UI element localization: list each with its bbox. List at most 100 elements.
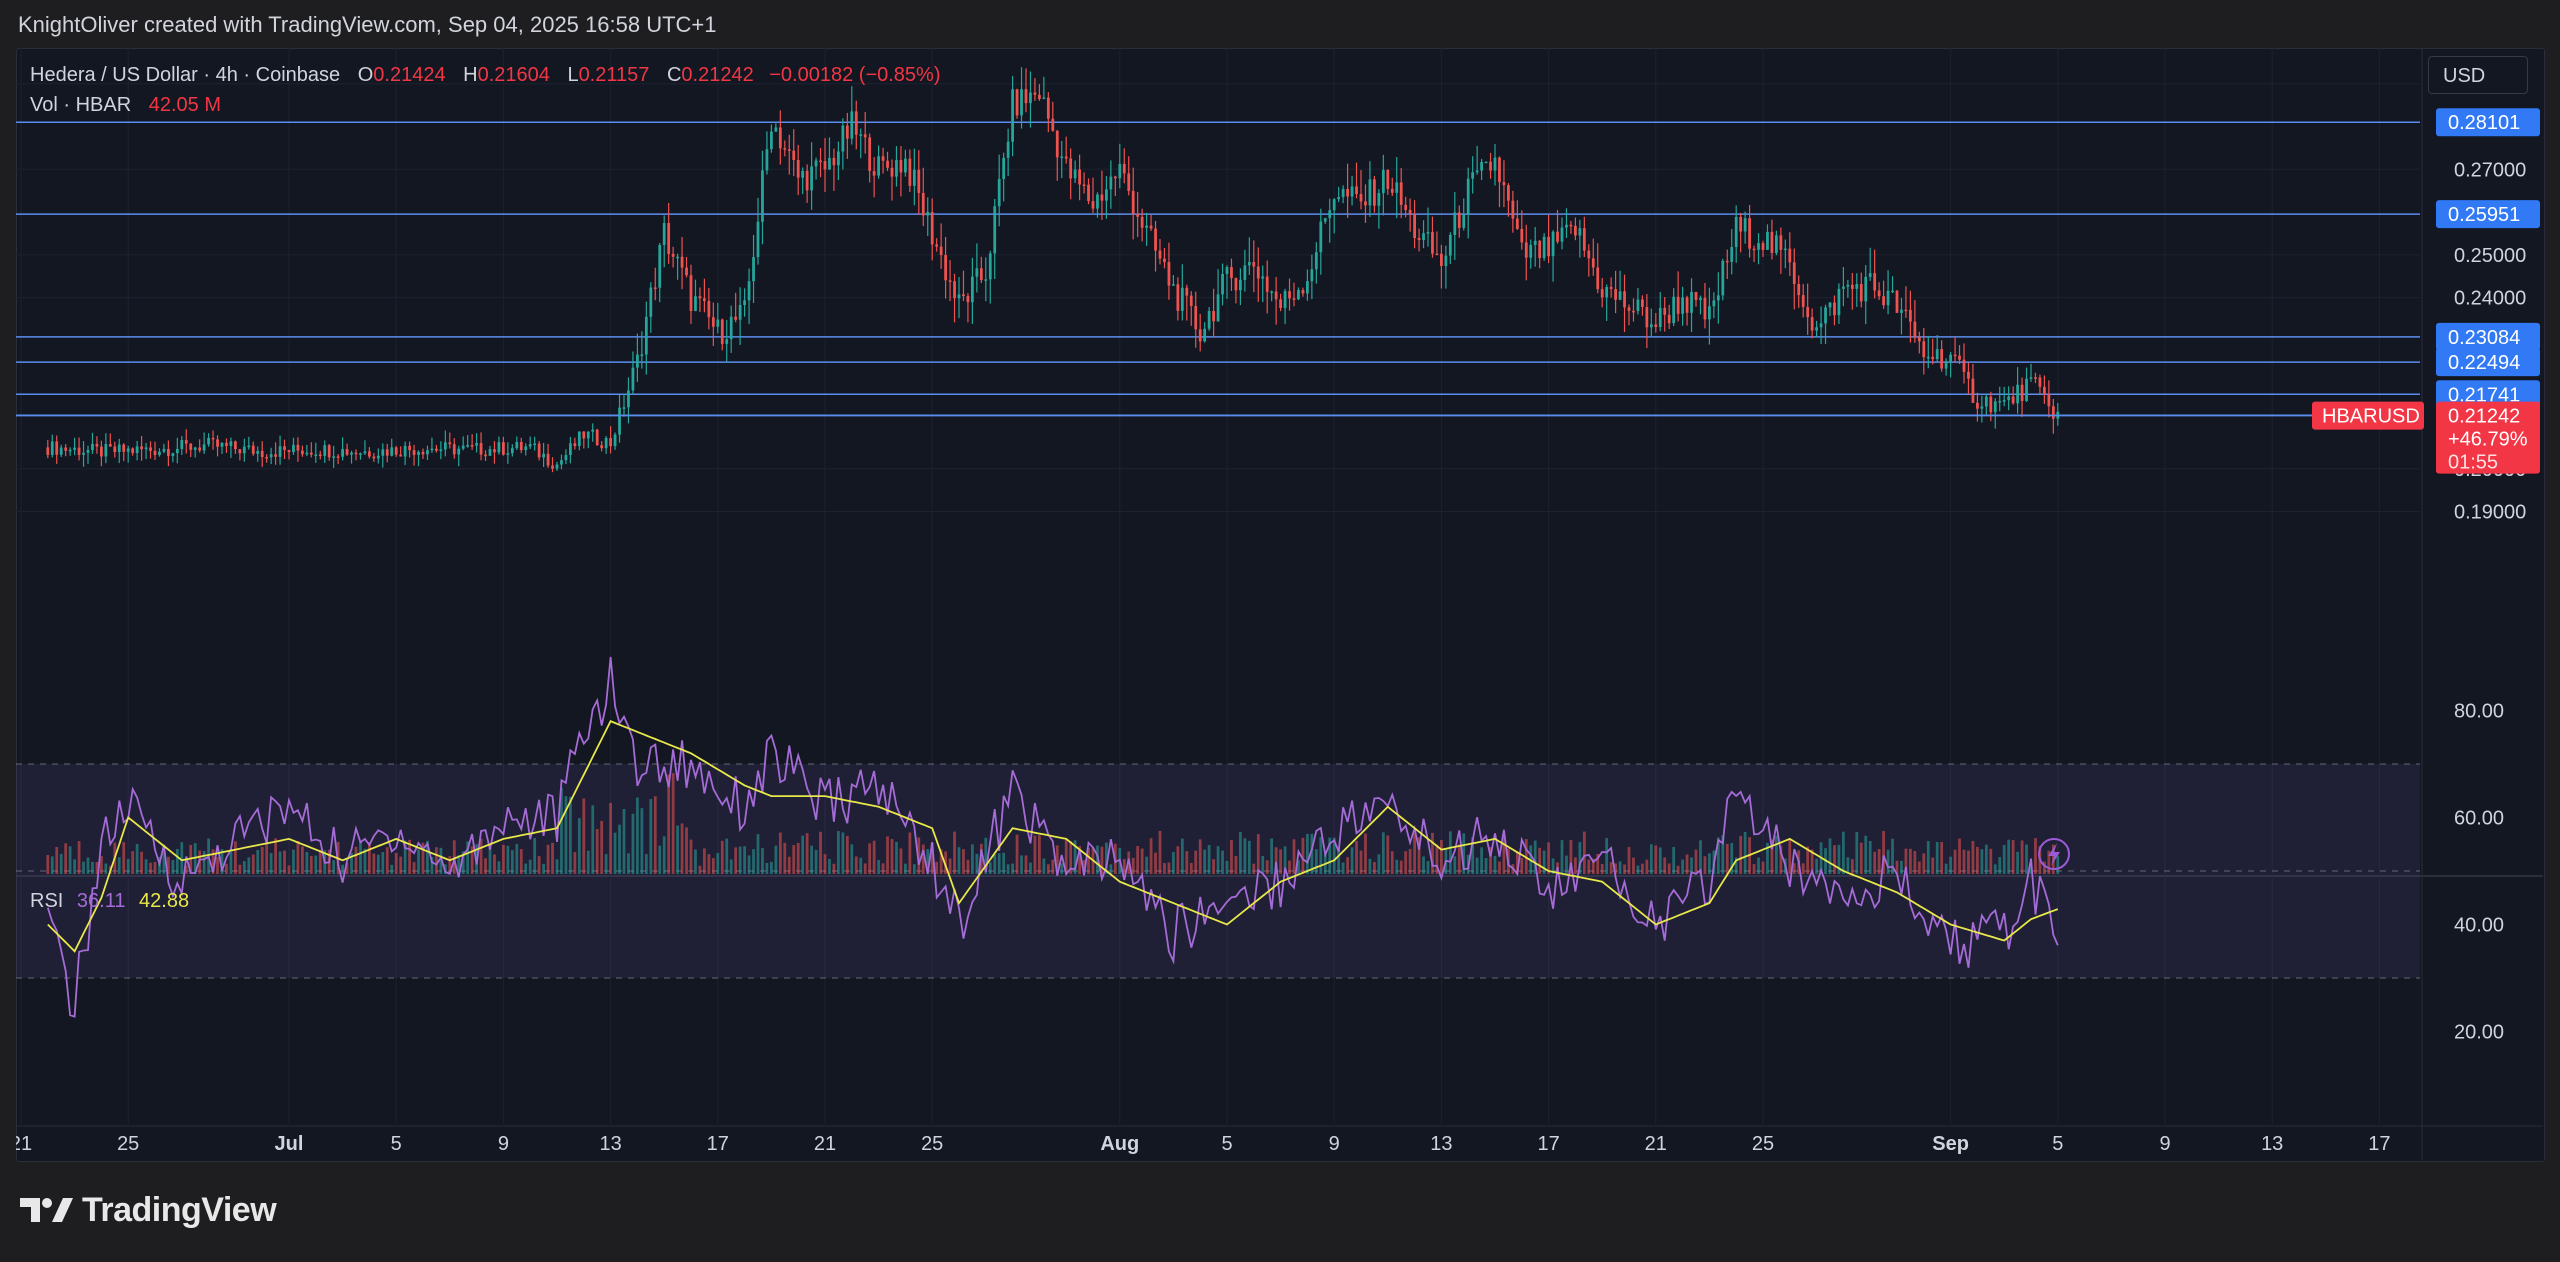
candle-body — [68, 449, 72, 452]
volume-bar — [971, 844, 974, 874]
volume-bar — [859, 857, 863, 874]
volume-bar — [1109, 864, 1113, 874]
rsi-line — [46, 656, 2059, 1018]
volume-bar — [1565, 855, 1568, 874]
candle-body — [1297, 290, 1300, 300]
candle-body — [676, 256, 679, 259]
volume-bar — [1739, 835, 1743, 874]
candle-body — [1949, 354, 1952, 362]
candle-body — [582, 431, 586, 439]
candle-body — [1623, 291, 1626, 308]
volume-bar — [73, 859, 76, 874]
volume-bar — [1364, 833, 1367, 874]
volume-bar — [564, 796, 568, 874]
candle-body — [189, 443, 193, 450]
candle-body — [1614, 288, 1617, 300]
volume-bar — [1815, 858, 1818, 874]
volume-bar — [1484, 858, 1488, 874]
candle-body — [1265, 276, 1269, 292]
candle-body — [1002, 157, 1006, 180]
candle-body — [2038, 377, 2042, 387]
candle-body — [845, 125, 849, 139]
candle-body — [1649, 324, 1653, 328]
candle-body — [287, 449, 291, 453]
candle-body — [82, 452, 85, 455]
volume-bar — [1770, 839, 1774, 874]
lightning-icon[interactable] — [2038, 838, 2070, 870]
candle-body — [341, 449, 344, 457]
candle-body — [1234, 278, 1238, 291]
candle-body — [770, 131, 773, 150]
volume-bar — [1243, 838, 1247, 874]
candle-body — [2025, 378, 2028, 401]
close-value: 0.21242 — [681, 64, 754, 86]
candle-body — [1788, 248, 1792, 263]
volume-bar — [939, 849, 943, 874]
change-value: −0.00182 (−0.85%) — [769, 64, 941, 86]
volume-bar — [1681, 859, 1684, 874]
volume-bar — [519, 849, 523, 874]
volume-bar — [573, 852, 577, 874]
volume-bar — [1828, 838, 1832, 874]
candle-body — [636, 354, 639, 368]
candle-body — [117, 444, 121, 452]
candle-body — [1935, 349, 1939, 360]
candle-body — [649, 287, 653, 317]
candle-body — [560, 460, 563, 465]
volume-bar — [528, 859, 532, 874]
candle-body — [1538, 240, 1542, 259]
volume-bar — [77, 841, 81, 874]
candle-body — [564, 455, 568, 461]
currency-button[interactable]: USD — [2428, 56, 2528, 94]
volume-bar — [1703, 856, 1707, 874]
x-tick-label: Sep — [1932, 1133, 1969, 1155]
volume-bar — [1766, 842, 1769, 874]
candle-body — [1998, 400, 2002, 403]
candle-body — [1806, 307, 1810, 318]
candle-body — [1440, 253, 1443, 267]
candle-body — [1346, 188, 1349, 197]
volume-bar — [1725, 843, 1729, 874]
candle-body — [318, 454, 322, 456]
candle-body — [2051, 406, 2055, 419]
candle-body — [412, 450, 416, 455]
candle-body — [841, 125, 845, 152]
candle-body — [2016, 384, 2019, 404]
x-tick-label: Aug — [1100, 1133, 1139, 1155]
volume-bar — [1757, 857, 1760, 874]
volume-bar — [1176, 846, 1180, 874]
volume-bar — [953, 831, 956, 874]
volume-bar — [175, 848, 179, 874]
symbol-title[interactable]: Hedera / US Dollar · 4h · Coinbase — [30, 64, 341, 86]
candle-body — [2007, 396, 2011, 401]
last-price-countdown: 01:55 — [2448, 452, 2498, 474]
volume-bar — [368, 842, 371, 874]
volume-bar — [653, 796, 657, 874]
candle-body — [1038, 94, 1041, 100]
candle-body — [1801, 295, 1805, 308]
candle-body — [1605, 287, 1609, 298]
candle-body — [430, 448, 434, 451]
candle-body — [551, 465, 554, 469]
candle-body — [734, 316, 738, 320]
candle-body — [711, 317, 715, 327]
candle-body — [1046, 97, 1050, 119]
tradingview-logo[interactable]: TradingView — [18, 1190, 277, 1230]
volume-bar — [1189, 863, 1193, 874]
candle-body — [908, 158, 912, 186]
candle-body — [1390, 188, 1394, 193]
candle-body — [662, 223, 666, 245]
candle-body — [1292, 298, 1296, 300]
volume-bar — [220, 849, 224, 874]
candle-body — [1551, 231, 1555, 257]
candle-body — [1073, 169, 1077, 179]
chart-svg[interactable]: 21 25 Jul 5 9 13 17 21 25 Aug 5 9 13 17 21 25 Sep 5 9 13 17 0… — [16, 48, 2543, 1160]
volume-bar — [1122, 859, 1126, 874]
volume-bar — [497, 861, 501, 874]
volume-bar — [100, 856, 103, 874]
candle-body — [153, 450, 157, 455]
volume-bar — [787, 856, 791, 874]
rsi-label[interactable]: RSI — [30, 890, 64, 912]
volume-label[interactable]: Vol · HBAR — [30, 94, 132, 116]
volume-bar — [1341, 862, 1345, 874]
